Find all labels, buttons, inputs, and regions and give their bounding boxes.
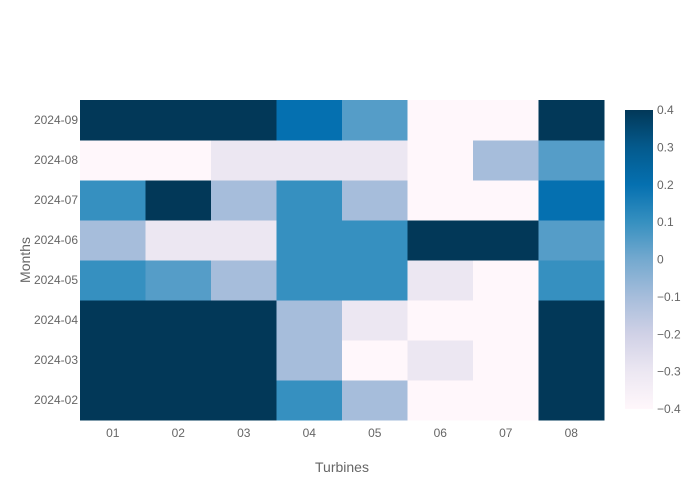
heatmap-cell	[211, 140, 277, 181]
y-axis-title: Months	[17, 237, 33, 283]
heatmap-cell	[211, 100, 277, 141]
colorbar-tick-label: 0	[657, 253, 664, 267]
y-tick-label: 2024-02	[34, 393, 78, 407]
heatmap-cell	[145, 180, 212, 221]
heatmap-cell	[407, 140, 474, 181]
x-tick-label: 07	[499, 426, 513, 440]
heatmap-cell	[407, 100, 474, 141]
x-tick-label: 06	[434, 426, 448, 440]
heatmap-cell	[538, 340, 605, 381]
colorbar-tick-label: −0.4	[657, 402, 681, 416]
heatmap-cell	[342, 300, 408, 341]
colorbar-tick-label: −0.1	[657, 290, 681, 304]
heatmap-cell	[538, 300, 605, 341]
heatmap-cell	[80, 340, 146, 381]
heatmap-cell	[80, 380, 146, 421]
heatmap-cell	[538, 100, 605, 141]
heatmap-cell	[211, 220, 277, 261]
colorbar-tick-label: −0.3	[657, 365, 681, 379]
x-tick-label: 02	[172, 426, 186, 440]
heatmap-cell	[80, 260, 146, 301]
heatmap-cell	[211, 340, 277, 381]
heatmap-cell	[80, 140, 146, 181]
y-tick-label: 2024-09	[34, 113, 78, 127]
heatmap-cell	[407, 300, 474, 341]
heatmap-cell	[80, 300, 146, 341]
heatmap-cell	[407, 260, 474, 301]
colorbar-tick-label: 0.3	[657, 140, 674, 154]
heatmap-cell	[276, 380, 343, 421]
heatmap-cell	[276, 300, 343, 341]
heatmap-cell	[473, 380, 539, 421]
heatmap-cell	[407, 340, 474, 381]
y-tick-label: 2024-06	[34, 233, 78, 247]
heatmap-cell	[473, 220, 539, 261]
heatmap-cell	[145, 380, 212, 421]
heatmap-cell	[276, 100, 343, 141]
heatmap-cell	[80, 220, 146, 261]
heatmap-cell	[211, 180, 277, 221]
heatmap-cell	[342, 180, 408, 221]
colorbar-tick-label: 0.4	[657, 103, 674, 117]
heatmap-cell	[538, 260, 605, 301]
heatmap-cell	[342, 100, 408, 141]
heatmap-cell	[342, 260, 408, 301]
colorbar-ticks: 0.4 0.3 0.2 0.1 0 −0.1 −0.2 −0.3 −0.4	[657, 103, 681, 416]
heatmap-cell	[145, 260, 212, 301]
heatmap-cell	[276, 340, 343, 381]
x-tick-label: 04	[303, 426, 317, 440]
x-tick-label: 01	[106, 426, 120, 440]
heatmap-cell	[538, 220, 605, 261]
x-tick-label: 05	[368, 426, 382, 440]
heatmap-cells	[80, 100, 605, 421]
heatmap-cell	[80, 100, 146, 141]
heatmap-cell	[145, 140, 212, 181]
heatmap-cell	[211, 300, 277, 341]
heatmap-cell	[538, 180, 605, 221]
heatmap-cell	[407, 220, 474, 261]
y-tick-label: 2024-07	[34, 193, 78, 207]
colorbar-tick-label: 0.1	[657, 215, 674, 229]
colorbar-tick-label: −0.2	[657, 327, 681, 341]
heatmap-cell	[276, 180, 343, 221]
heatmap-cell	[538, 380, 605, 421]
heatmap-cell	[342, 380, 408, 421]
x-tick-label: 03	[237, 426, 251, 440]
heatmap-cell	[145, 220, 212, 261]
heatmap-cell	[473, 100, 539, 141]
heatmap-cell	[145, 340, 212, 381]
heatmap-cell	[276, 220, 343, 261]
heatmap-cell	[473, 180, 539, 221]
x-axis-ticks: 01 02 03 04 05 06 07 08	[106, 426, 578, 440]
heatmap-cell	[407, 380, 474, 421]
y-tick-label: 2024-03	[34, 353, 78, 367]
heatmap-cell	[473, 140, 539, 181]
heatmap-cell	[407, 180, 474, 221]
colorbar	[625, 110, 653, 409]
heatmap-cell	[538, 140, 605, 181]
heatmap-cell	[211, 380, 277, 421]
heatmap-cell	[211, 260, 277, 301]
x-tick-label: 08	[565, 426, 579, 440]
heatmap-cell	[342, 340, 408, 381]
y-tick-label: 2024-08	[34, 153, 78, 167]
heatmap-cell	[145, 300, 212, 341]
heatmap-cell	[145, 100, 212, 141]
heatmap-cell	[473, 300, 539, 341]
y-axis-ticks: 2024-02 2024-03 2024-04 2024-05 2024-06 2024-…	[34, 113, 78, 407]
heatmap-cell	[473, 260, 539, 301]
heatmap-cell	[80, 180, 146, 221]
heatmap-cell	[276, 260, 343, 301]
heatmap-cell	[342, 220, 408, 261]
y-tick-label: 2024-04	[34, 313, 78, 327]
x-axis-title: Turbines	[315, 459, 369, 475]
colorbar-tick-label: 0.2	[657, 178, 674, 192]
y-tick-label: 2024-05	[34, 273, 78, 287]
heatmap-cell	[342, 140, 408, 181]
heatmap-cell	[473, 340, 539, 381]
heatmap-cell	[276, 140, 343, 181]
